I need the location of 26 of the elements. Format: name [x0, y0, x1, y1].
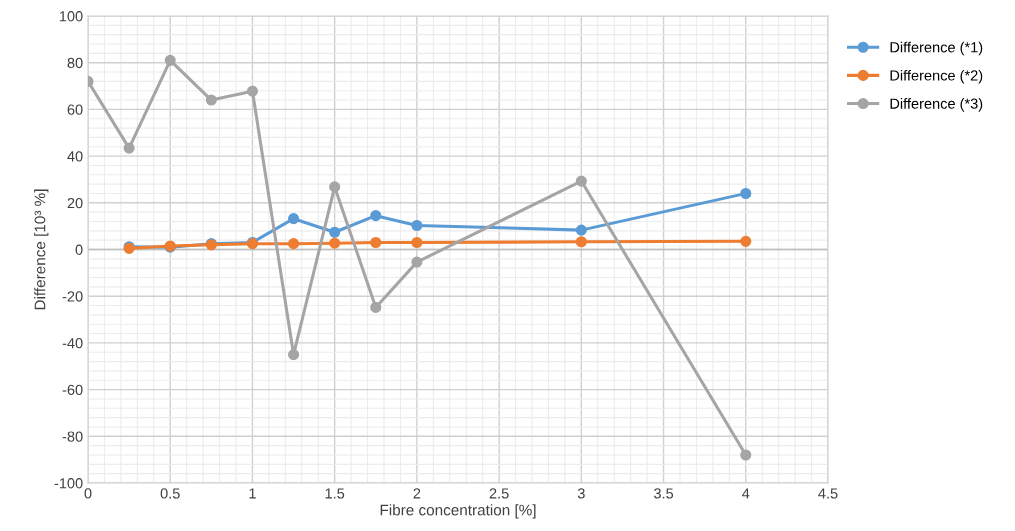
x-tick-label: 2.5	[489, 488, 509, 499]
y-tick-label: 40	[67, 151, 83, 162]
x-tick-label: 4.5	[818, 488, 838, 499]
legend-label: Difference (*2)	[890, 69, 983, 84]
legend-label: Difference (*3)	[890, 98, 983, 112]
legend-label: Difference (*1)	[890, 41, 983, 56]
x-axis-title: Fibre concentration [%]	[380, 504, 536, 519]
y-tick-label: 100	[59, 11, 83, 22]
x-tick-label: 1	[249, 488, 256, 499]
y-tick-label: -80	[62, 431, 83, 442]
y-tick-label: -40	[62, 338, 83, 349]
y-tick-label: -100	[54, 478, 83, 489]
x-tick-label: 3.5	[653, 488, 674, 499]
y-tick-label: -20	[62, 291, 83, 302]
y-axis-title: Difference [10³ %]	[34, 189, 49, 310]
x-tick-label: 3	[577, 488, 585, 499]
x-tick-label: 0	[84, 488, 92, 499]
x-tick-label: 2	[413, 488, 421, 499]
x-tick-label: 0.5	[160, 488, 180, 499]
y-tick-label: 20	[67, 197, 83, 209]
y-tick-label: 80	[67, 57, 83, 69]
x-tick-label: 1.5	[325, 488, 345, 499]
y-tick-label: -60	[62, 384, 83, 396]
y-tick-label: 0	[75, 244, 83, 255]
x-tick-label: 4	[742, 488, 750, 499]
y-tick-label: 60	[67, 104, 83, 115]
